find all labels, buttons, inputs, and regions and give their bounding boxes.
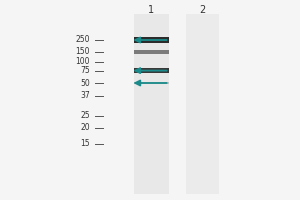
Bar (134, 37, 169, 43)
Bar (134, 50, 169, 54)
Text: 37: 37 (80, 92, 90, 100)
Text: 25: 25 (80, 112, 90, 120)
Text: 15: 15 (80, 140, 90, 148)
Bar (134, 68, 169, 73)
Text: 50: 50 (80, 78, 90, 88)
Text: 1: 1 (148, 5, 154, 15)
Text: 100: 100 (76, 58, 90, 66)
Bar (134, 14, 169, 194)
Text: 150: 150 (76, 47, 90, 56)
Text: 250: 250 (76, 36, 90, 45)
Text: 75: 75 (80, 66, 90, 75)
Bar (134, 82, 169, 84)
Bar (186, 14, 219, 194)
Text: 2: 2 (200, 5, 206, 15)
Text: 20: 20 (80, 123, 90, 132)
